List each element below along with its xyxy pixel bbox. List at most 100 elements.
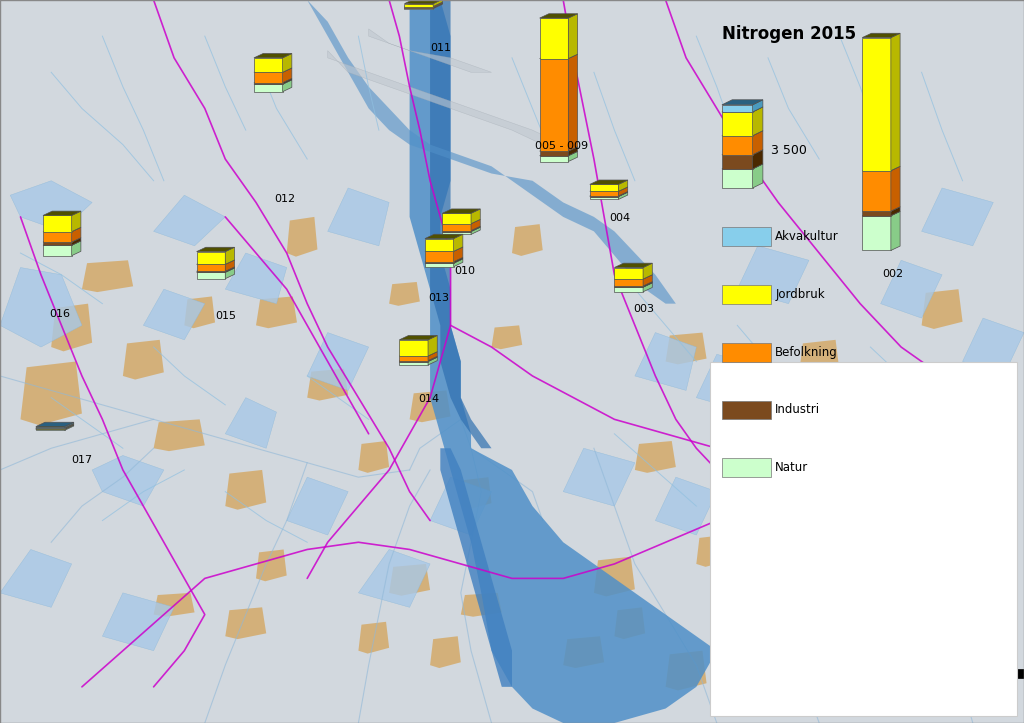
Text: 014: 014 <box>418 394 439 404</box>
Polygon shape <box>799 521 860 578</box>
Polygon shape <box>430 477 492 535</box>
Polygon shape <box>36 424 74 428</box>
Polygon shape <box>635 441 676 473</box>
Text: 3 500: 3 500 <box>771 144 807 157</box>
Polygon shape <box>442 209 480 213</box>
Polygon shape <box>36 424 74 429</box>
Polygon shape <box>184 296 215 328</box>
Polygon shape <box>901 463 973 521</box>
Polygon shape <box>72 241 81 256</box>
FancyBboxPatch shape <box>722 401 771 419</box>
FancyBboxPatch shape <box>722 343 771 362</box>
Text: 0: 0 <box>729 691 735 701</box>
Polygon shape <box>643 282 652 287</box>
Bar <box>425 252 454 262</box>
Polygon shape <box>283 54 292 72</box>
Text: Natur: Natur <box>775 461 808 474</box>
Text: 011: 011 <box>430 43 452 54</box>
Polygon shape <box>540 14 578 18</box>
Polygon shape <box>635 333 696 390</box>
Polygon shape <box>753 150 763 169</box>
Polygon shape <box>722 100 763 105</box>
Polygon shape <box>471 227 480 234</box>
FancyBboxPatch shape <box>722 285 771 304</box>
Polygon shape <box>440 448 512 687</box>
Polygon shape <box>768 477 799 509</box>
Polygon shape <box>65 425 74 430</box>
Polygon shape <box>901 390 932 422</box>
Polygon shape <box>307 333 369 390</box>
Polygon shape <box>614 283 652 287</box>
Polygon shape <box>225 247 234 265</box>
Polygon shape <box>65 424 74 429</box>
Polygon shape <box>428 357 437 365</box>
Polygon shape <box>590 180 628 184</box>
Polygon shape <box>442 227 480 231</box>
Bar <box>254 84 283 92</box>
Polygon shape <box>389 282 420 306</box>
Polygon shape <box>20 362 82 425</box>
Bar <box>862 171 891 211</box>
Bar <box>404 4 433 7</box>
Polygon shape <box>425 234 463 239</box>
Polygon shape <box>410 0 717 723</box>
Polygon shape <box>10 181 92 231</box>
Bar <box>254 58 283 72</box>
Bar <box>425 263 454 267</box>
Polygon shape <box>143 289 205 340</box>
Polygon shape <box>51 304 92 351</box>
Bar <box>254 82 283 84</box>
Bar <box>590 184 618 192</box>
Polygon shape <box>568 54 578 151</box>
Polygon shape <box>590 192 628 196</box>
Polygon shape <box>454 234 463 252</box>
FancyBboxPatch shape <box>722 227 771 246</box>
Text: 017: 017 <box>72 455 93 466</box>
Polygon shape <box>963 318 1024 376</box>
Bar <box>197 273 225 278</box>
Polygon shape <box>410 390 451 422</box>
Text: 004: 004 <box>609 213 631 223</box>
Polygon shape <box>540 147 578 151</box>
Polygon shape <box>862 33 900 38</box>
Text: N: N <box>785 607 796 617</box>
Polygon shape <box>399 357 437 362</box>
Polygon shape <box>197 267 234 271</box>
Bar <box>404 7 433 8</box>
Bar <box>722 136 753 155</box>
Bar <box>722 169 753 188</box>
Polygon shape <box>430 0 492 448</box>
Text: 10: 10 <box>941 691 953 701</box>
Bar <box>540 155 568 161</box>
Text: 5: 5 <box>760 690 766 701</box>
Polygon shape <box>404 4 442 8</box>
Text: 002: 002 <box>883 269 904 279</box>
Polygon shape <box>737 246 809 304</box>
Polygon shape <box>666 333 707 364</box>
Polygon shape <box>254 78 292 82</box>
Polygon shape <box>254 80 292 84</box>
Polygon shape <box>877 397 914 401</box>
Polygon shape <box>942 506 983 546</box>
Polygon shape <box>358 441 389 473</box>
Polygon shape <box>358 549 430 607</box>
Polygon shape <box>254 54 292 58</box>
Polygon shape <box>492 325 522 349</box>
Bar <box>862 215 891 250</box>
Polygon shape <box>753 107 763 136</box>
Bar <box>404 8 433 9</box>
Polygon shape <box>65 422 74 428</box>
Bar <box>197 271 225 273</box>
Polygon shape <box>442 226 480 231</box>
Polygon shape <box>389 564 430 596</box>
Bar <box>877 407 905 408</box>
Bar <box>425 239 454 252</box>
Polygon shape <box>433 0 442 7</box>
Polygon shape <box>454 257 463 263</box>
Polygon shape <box>225 260 234 271</box>
Polygon shape <box>717 383 758 423</box>
Polygon shape <box>225 267 234 273</box>
Polygon shape <box>568 147 578 155</box>
Polygon shape <box>399 356 437 361</box>
Bar <box>43 215 72 231</box>
